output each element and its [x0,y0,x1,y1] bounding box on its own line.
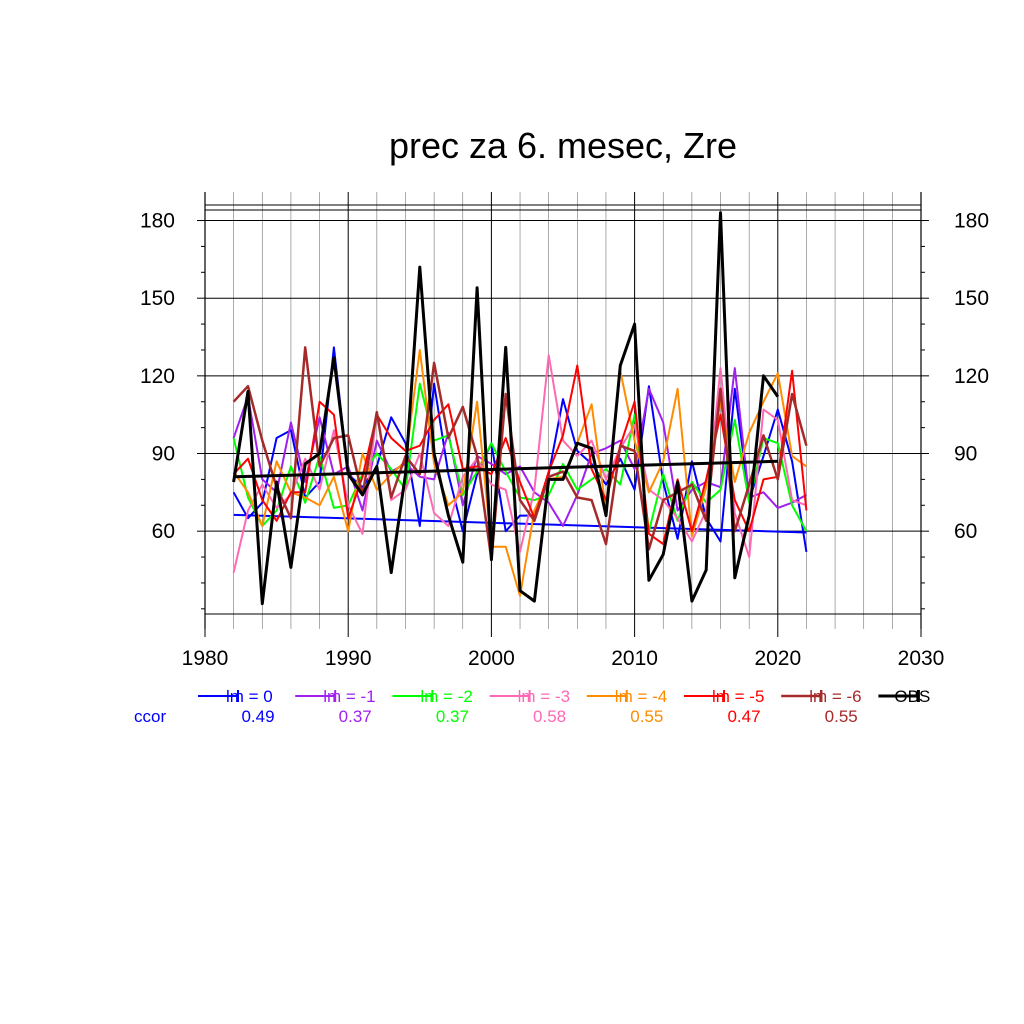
y-tick-label-right: 150 [954,287,989,310]
legend-label: lm = -3 [518,687,570,706]
ccor-value: 0.49 [241,707,274,726]
legend-label: lm = -1 [323,687,375,706]
axes: 60 60 90 90 120 120 150 150 180 180 1980 1990 2000 20… [140,192,989,670]
x-tick-label: 2000 [468,647,515,670]
y-tick-label-left: 150 [140,287,175,310]
y-tick-label-right: 90 [954,443,977,466]
y-tick-label-left: 120 [140,365,175,388]
y-tick-label-right: 60 [954,520,977,543]
y-tick-label-left: 90 [152,443,175,466]
ccor-value: 0.37 [436,707,469,726]
y-tick-label-right: 120 [954,365,989,388]
ccor-value: 0.58 [533,707,566,726]
trend-line [233,513,807,534]
ccor-value: 0.55 [825,707,858,726]
y-tick-label-right: 180 [954,210,989,233]
x-tick-label: 2010 [611,647,658,670]
ccor-value: 0.47 [727,707,760,726]
x-tick-label: 2020 [754,647,801,670]
trend-line [233,459,778,479]
legend-label: lm = -5 [712,687,764,706]
x-tick-label: 1990 [325,647,372,670]
legend-label: lm = -2 [420,687,472,706]
x-tick-label: 2030 [898,647,945,670]
y-tick-label-left: 60 [152,520,175,543]
ccor-value: 0.37 [339,707,372,726]
legend-label: lm = -4 [615,687,667,706]
x-tick-label: 1980 [182,647,229,670]
grid [204,192,922,629]
ccor-label: ccor [134,707,166,726]
y-tick-label-left: 180 [140,210,175,233]
ccor-value: 0.55 [630,707,663,726]
legend-label: lm = 0 [226,687,273,706]
legend-label: OBS [894,687,930,706]
legend-label: lm = -6 [809,687,861,706]
series-line [232,211,780,606]
series-lines [232,211,808,606]
chart-title: prec za 6. mesec, Zre [389,125,737,166]
